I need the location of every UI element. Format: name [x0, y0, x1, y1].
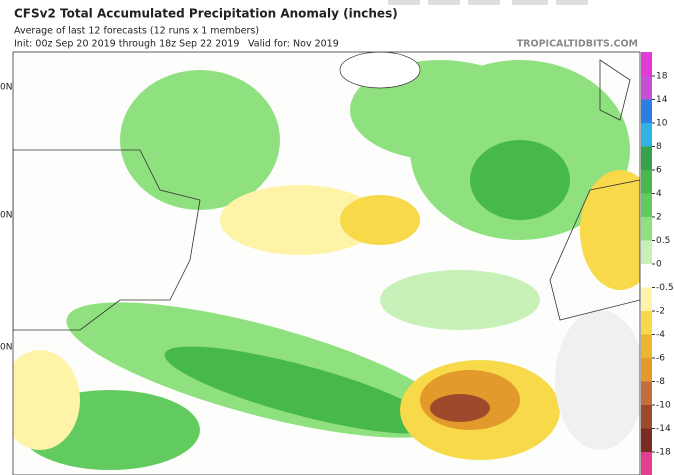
- lat-label: 0N: [0, 343, 12, 353]
- colorbar-label: 18: [656, 72, 668, 82]
- map: [12, 51, 641, 475]
- colorbar-swatch: [641, 358, 652, 382]
- colorbar-label: 14: [656, 95, 668, 105]
- colorbar-label: -14: [656, 424, 671, 434]
- colorbar-label: 2: [656, 213, 662, 223]
- colorbar-label: -2: [656, 307, 665, 317]
- colorbar-label: -18: [656, 448, 671, 458]
- colorbar-label: 8: [656, 142, 662, 152]
- colorbar-swatch: [641, 123, 652, 147]
- colorbar-swatch: [641, 452, 652, 475]
- toolbar-button[interactable]: [512, 0, 548, 5]
- colorbar-label: -10: [656, 401, 671, 411]
- colorbar-swatch: [641, 170, 652, 194]
- valid-time: Valid for: Nov 2019: [248, 39, 339, 50]
- colorbar-label: 0.5: [656, 236, 670, 246]
- colorbar-swatch: [641, 264, 652, 288]
- colorbar-label: -8: [656, 377, 665, 387]
- colorbar-swatch: [641, 217, 652, 241]
- colorbar-label: 6: [656, 166, 662, 176]
- colorbar-label: 4: [656, 189, 662, 199]
- lat-label: 0N: [0, 83, 12, 93]
- colorbar-label: 0: [656, 260, 662, 270]
- colorbar-swatch: [641, 240, 652, 264]
- colorbar-swatch: [641, 287, 652, 311]
- toolbar-button[interactable]: [428, 0, 460, 5]
- colorbar-swatch: [641, 405, 652, 429]
- toolbar-button[interactable]: [556, 0, 588, 5]
- colorbar-label: -6: [656, 354, 665, 364]
- colorbar-label: -4: [656, 330, 665, 340]
- source: TROPICALTIDBITS.COM: [517, 39, 638, 50]
- colorbar-swatch: [641, 146, 652, 170]
- colorbar-swatch: [641, 311, 652, 335]
- toolbar-button[interactable]: [468, 0, 500, 5]
- lat-label: 0N: [0, 211, 12, 221]
- colorbar-swatch: [641, 428, 652, 452]
- subtitle: Average of last 12 forecasts (12 runs x …: [14, 26, 259, 37]
- title: CFSv2 Total Accumulated Precipitation An…: [14, 7, 398, 21]
- colorbar-swatch: [641, 334, 652, 358]
- toolbar-button[interactable]: [388, 0, 420, 5]
- colorbar-swatch: [641, 193, 652, 217]
- colorbar-swatch: [641, 381, 652, 405]
- colorbar-swatch: [641, 99, 652, 123]
- colorbar-swatch: [641, 52, 652, 76]
- init-time: Init: 00z Sep 20 2019 through 18z Sep 22…: [14, 39, 239, 50]
- colorbar-label: -0.5: [656, 283, 674, 293]
- colorbar-label: 10: [656, 119, 668, 129]
- colorbar-swatch: [641, 76, 652, 100]
